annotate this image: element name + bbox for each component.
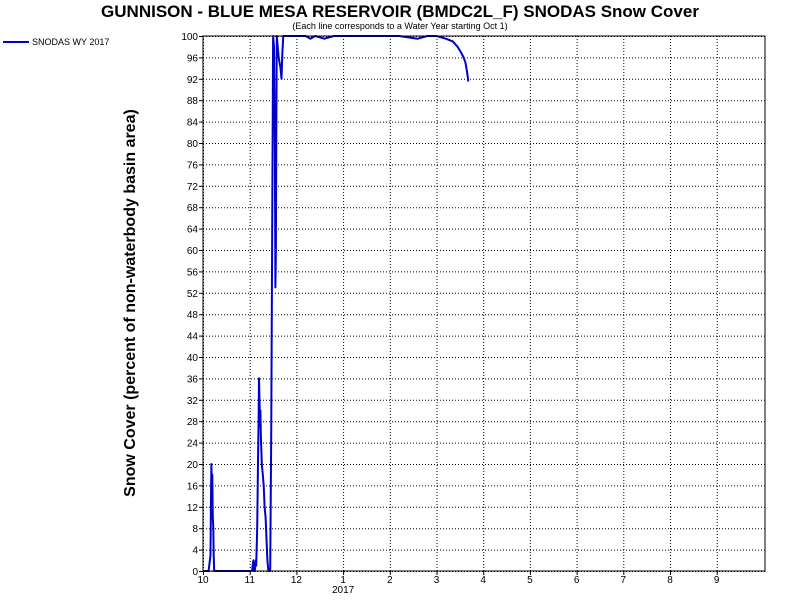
y-tick-label: 68 [187,203,199,214]
legend: SNODAS WY 2017 [3,37,109,47]
x-tick-label: 12 [291,575,303,586]
y-tick-label: 0 [192,567,198,578]
y-tick-label: 88 [187,96,199,107]
y-axis-label: Snow Cover (percent of non-waterbody bas… [122,109,139,497]
y-tick-label: 92 [187,75,199,86]
y-tick-label: 64 [187,225,199,236]
y-tick-label: 40 [187,353,199,364]
y-tick-label: 56 [187,267,199,278]
y-tick-label: 16 [187,481,199,492]
x-tick-label: 9 [714,575,720,586]
y-tick-label: 24 [187,439,199,450]
y-tick-label: 44 [187,332,199,343]
y-tick-label: 80 [187,139,199,150]
y-tick-label: 36 [187,374,199,385]
y-tick-label: 20 [187,460,199,471]
x-tick-label: 7 [621,575,627,586]
x-tick-label: 4 [480,575,486,586]
x-tick-label: 2 [387,575,393,586]
y-tick-label: 72 [187,182,199,193]
y-tick-label: 96 [187,53,199,64]
series-layer [203,35,470,572]
y-tick-label: 76 [187,160,199,171]
x-tick-label: 10 [197,575,209,586]
y-axis-ticks: 0481216202428323640444852566064687276808… [181,32,203,578]
y-tick-label: 28 [187,417,199,428]
legend-label: SNODAS WY 2017 [32,37,109,47]
series-line-wy-2017 [203,35,470,572]
y-tick-label: 52 [187,289,199,300]
y-tick-label: 12 [187,503,199,514]
x-tick-label: 5 [527,575,533,586]
y-tick-label: 60 [187,246,199,257]
grid [203,36,765,572]
y-tick-label: 4 [192,546,198,557]
chart-subtitle: (Each line corresponds to a Water Year s… [292,21,507,31]
x-tick-label: 11 [245,575,256,586]
y-tick-label: 48 [187,310,199,321]
y-tick-label: 84 [187,118,199,129]
x-tick-label: 8 [667,575,673,586]
chart-title: GUNNISON - BLUE MESA RESERVOIR (BMDC2L_F… [101,2,699,21]
y-tick-label: 100 [181,32,198,43]
x-year-label: 2017 [332,585,355,596]
x-tick-label: 1 [340,575,346,586]
y-tick-label: 8 [192,524,198,535]
y-tick-label: 32 [187,396,199,407]
x-tick-label: 6 [574,575,580,586]
x-tick-label: 3 [434,575,440,586]
plot-frame [202,35,766,572]
